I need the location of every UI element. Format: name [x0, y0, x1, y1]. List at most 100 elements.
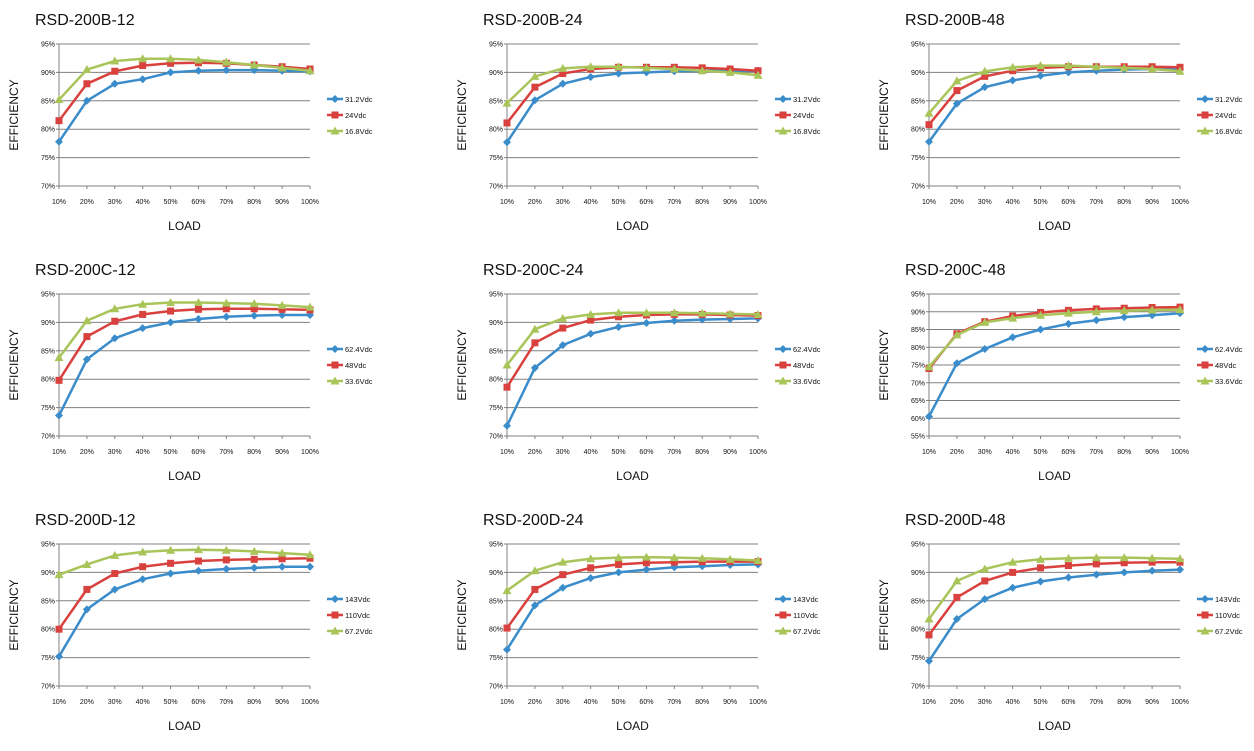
x-axis-label: LOAD	[1038, 469, 1071, 483]
data-point	[1064, 573, 1073, 582]
data-point	[55, 625, 63, 633]
y-tick-label: 80%	[911, 127, 925, 134]
data-point	[1091, 307, 1101, 316]
data-point	[138, 75, 147, 84]
data-point	[1008, 313, 1018, 322]
legend-label: 143Vdc	[793, 595, 819, 604]
data-point	[586, 62, 596, 71]
data-point	[980, 66, 990, 75]
data-point	[1120, 559, 1128, 567]
y-tick-label: 70%	[911, 380, 925, 387]
series-line	[506, 555, 759, 592]
y-axis-label: EFFICIENCY	[7, 579, 21, 650]
x-tick-label: 50%	[164, 199, 178, 206]
data-point	[1064, 319, 1073, 328]
data-point	[1148, 558, 1156, 566]
data-point	[250, 563, 259, 572]
data-point	[753, 555, 763, 564]
x-tick-label: 100%	[301, 449, 319, 456]
y-tick-label: 95%	[41, 292, 55, 299]
data-point	[586, 329, 595, 338]
y-tick-label: 85%	[911, 598, 925, 605]
y-tick-label: 85%	[41, 98, 55, 105]
data-point	[194, 557, 202, 565]
data-point	[1147, 64, 1157, 73]
y-tick-label: 90%	[489, 570, 503, 577]
x-tick-label: 100%	[749, 699, 767, 706]
y-tick-label: 75%	[489, 655, 503, 662]
data-point	[278, 311, 287, 320]
x-tick-label: 70%	[667, 199, 681, 206]
series-line	[928, 64, 1181, 115]
chart-panel: RSD-200C-24 70% 75% 80% 85% 90% 95% 10% 20% 30% 40…	[448, 250, 848, 495]
data-point	[980, 83, 989, 92]
x-tick-label: 20%	[528, 449, 542, 456]
x-tick-label: 70%	[667, 699, 681, 706]
data-point	[1119, 553, 1129, 562]
legend-marker	[1201, 345, 1209, 353]
data-point	[1147, 305, 1157, 314]
legend-label: 62.4Vdc	[1215, 345, 1243, 354]
data-point	[952, 76, 962, 85]
data-point	[952, 359, 961, 368]
data-point	[531, 339, 539, 347]
y-axis-label: EFFICIENCY	[7, 79, 21, 150]
chart-title: RSD-200B-48	[905, 12, 1005, 29]
chart-svg: RSD-200B-24 70% 75% 80% 85% 90% 95% 10% 20% 30% 40…	[455, 12, 821, 233]
data-point	[587, 316, 595, 324]
data-point	[586, 72, 595, 81]
data-point	[305, 550, 315, 559]
data-point	[1036, 71, 1045, 80]
x-tick-label: 10%	[500, 449, 514, 456]
y-tick-label: 85%	[41, 348, 55, 355]
data-point	[558, 63, 568, 72]
data-point	[110, 550, 120, 559]
chart-title: RSD-200D-24	[483, 512, 584, 529]
data-point	[1092, 560, 1100, 568]
legend-label: 24Vdc	[793, 111, 815, 120]
data-point	[139, 62, 147, 70]
data-point	[167, 59, 175, 67]
data-point	[249, 60, 259, 69]
x-axis-label: LOAD	[616, 219, 649, 233]
data-point	[669, 553, 679, 562]
y-tick-label: 90%	[911, 70, 925, 77]
legend-label: 48Vdc	[793, 361, 815, 370]
legend-marker	[779, 361, 787, 369]
data-point	[54, 353, 64, 362]
x-tick-label: 30%	[108, 199, 122, 206]
chart-title: RSD-200B-24	[483, 12, 583, 29]
legend-label: 33.6Vdc	[1215, 377, 1243, 386]
y-tick-label: 80%	[489, 627, 503, 634]
legend-marker	[330, 626, 340, 635]
x-tick-label: 50%	[164, 699, 178, 706]
data-point	[1120, 568, 1129, 577]
data-point	[503, 645, 511, 654]
data-point	[194, 66, 203, 75]
legend-label: 110Vdc	[1215, 611, 1240, 620]
data-point	[559, 324, 567, 332]
x-tick-label: 40%	[136, 699, 150, 706]
x-tick-label: 50%	[612, 699, 626, 706]
chart-svg: RSD-200D-12 70% 75% 80% 85% 90% 95% 10% 20% 30% 40…	[7, 512, 373, 733]
data-point	[503, 119, 511, 127]
data-point	[614, 553, 624, 562]
data-point	[55, 376, 63, 384]
data-point	[250, 311, 259, 320]
legend-marker	[331, 345, 339, 353]
legend-marker	[331, 361, 339, 369]
data-point	[306, 311, 314, 320]
x-tick-label: 10%	[52, 699, 66, 706]
x-tick-label: 80%	[695, 699, 709, 706]
legend-marker	[1200, 126, 1210, 135]
data-point	[531, 585, 539, 593]
series-line	[505, 317, 759, 427]
data-point	[278, 562, 287, 571]
x-tick-label: 70%	[1089, 699, 1103, 706]
data-point	[54, 95, 64, 104]
y-tick-label: 80%	[911, 345, 925, 352]
data-point	[615, 313, 623, 321]
chart-svg: RSD-200C-24 70% 75% 80% 85% 90% 95% 10% 20% 30% 40…	[455, 262, 821, 483]
data-point	[167, 307, 175, 315]
data-point	[614, 568, 623, 577]
